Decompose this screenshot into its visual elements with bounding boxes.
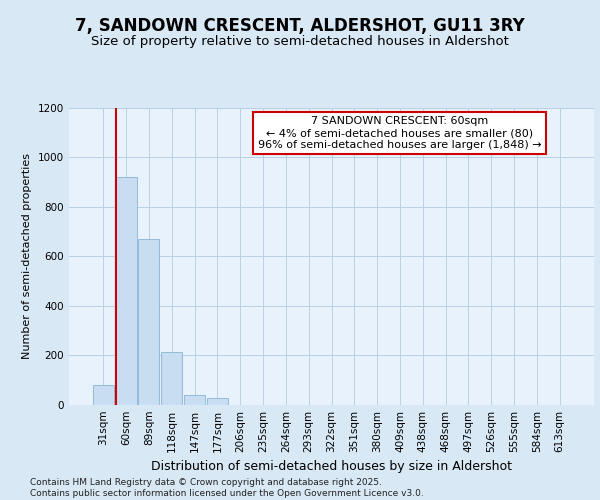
Bar xyxy=(161,352,182,405)
Bar xyxy=(207,398,228,405)
Text: 7 SANDOWN CRESCENT: 60sqm
← 4% of semi-detached houses are smaller (80)
96% of s: 7 SANDOWN CRESCENT: 60sqm ← 4% of semi-d… xyxy=(258,116,542,150)
Text: Contains HM Land Registry data © Crown copyright and database right 2025.
Contai: Contains HM Land Registry data © Crown c… xyxy=(30,478,424,498)
Bar xyxy=(93,385,114,405)
Bar xyxy=(139,239,160,405)
Bar xyxy=(116,177,137,405)
Text: 7, SANDOWN CRESCENT, ALDERSHOT, GU11 3RY: 7, SANDOWN CRESCENT, ALDERSHOT, GU11 3RY xyxy=(75,18,525,36)
Y-axis label: Number of semi-detached properties: Number of semi-detached properties xyxy=(22,153,32,359)
X-axis label: Distribution of semi-detached houses by size in Aldershot: Distribution of semi-detached houses by … xyxy=(151,460,512,473)
Text: Size of property relative to semi-detached houses in Aldershot: Size of property relative to semi-detach… xyxy=(91,35,509,48)
Bar xyxy=(184,395,205,405)
